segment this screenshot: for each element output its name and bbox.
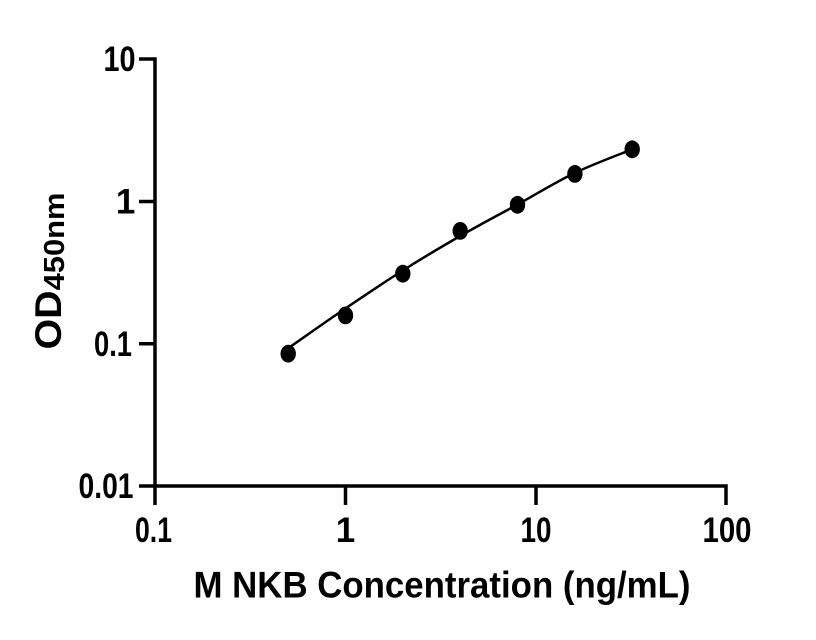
svg-text:0.1: 0.1 bbox=[94, 325, 132, 364]
svg-text:100: 100 bbox=[703, 511, 752, 550]
svg-text:10: 10 bbox=[104, 40, 136, 79]
svg-text:1: 1 bbox=[336, 511, 355, 550]
svg-text:OD450nm: OD450nm bbox=[28, 193, 71, 350]
svg-text:0.1: 0.1 bbox=[135, 511, 172, 550]
svg-text:M NKB Concentration (ng/mL): M NKB Concentration (ng/mL) bbox=[194, 565, 691, 606]
svg-text:10: 10 bbox=[521, 511, 552, 550]
svg-text:0.01: 0.01 bbox=[79, 467, 134, 506]
svg-text:1: 1 bbox=[116, 183, 135, 222]
